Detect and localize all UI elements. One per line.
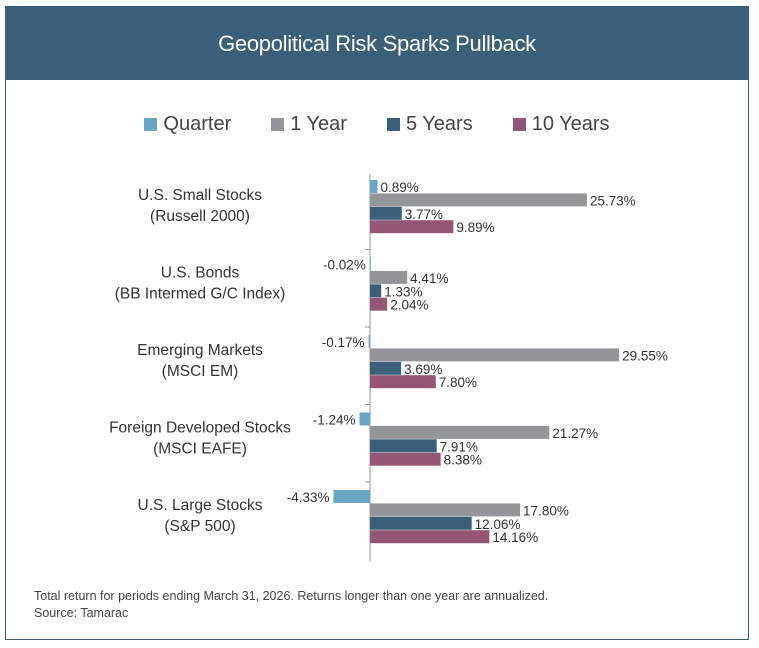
legend-item-1-year: 1 Year bbox=[271, 113, 347, 136]
bar-5-years bbox=[370, 439, 437, 453]
legend-swatch bbox=[271, 118, 285, 131]
legend-item-5-years: 5 Years bbox=[386, 113, 473, 136]
legend: Quarter 1 Year 5 Years 10 Years bbox=[6, 113, 748, 136]
legend-swatch bbox=[512, 118, 526, 131]
data-label: 4.41% bbox=[410, 271, 448, 286]
bar-10-years bbox=[370, 452, 441, 466]
bar-5-years bbox=[370, 284, 382, 298]
bar-5-years bbox=[370, 516, 472, 530]
bar-5-years bbox=[370, 361, 402, 375]
data-label: 7.91% bbox=[440, 439, 478, 454]
footer-note: Total return for periods ending March 31… bbox=[34, 589, 549, 603]
data-label: 0.89% bbox=[381, 180, 419, 195]
data-label: 25.73% bbox=[590, 193, 636, 208]
category-label: U.S. Large Stocks (S&P 500) bbox=[138, 497, 263, 535]
data-label: 14.16% bbox=[492, 530, 538, 545]
bar-10-years bbox=[370, 220, 454, 234]
data-label: -0.17% bbox=[322, 335, 365, 350]
bar-5-years bbox=[370, 206, 402, 220]
category-label: U.S. Bonds (BB Intermed G/C Index) bbox=[115, 265, 286, 303]
footer-source: Source: Tamarac bbox=[34, 606, 129, 620]
category-label: Foreign Developed Stocks (MSCI EAFE) bbox=[109, 420, 291, 458]
bar-quarter bbox=[370, 180, 378, 193]
bar-1-year bbox=[370, 193, 587, 207]
chart-header: Geopolitical Risk Sparks Pullback bbox=[6, 7, 748, 80]
legend-swatch bbox=[386, 118, 400, 131]
bar-1-year bbox=[370, 270, 408, 284]
bar-quarter bbox=[359, 412, 370, 426]
chart-footer: Total return for periods ending March 31… bbox=[34, 588, 548, 622]
category-label: Emerging Markets (MSCI EM) bbox=[137, 342, 263, 380]
chart-title: Geopolitical Risk Sparks Pullback bbox=[218, 30, 536, 56]
bar-10-years bbox=[370, 375, 436, 389]
data-label: -0.02% bbox=[323, 258, 366, 273]
bar-10-years bbox=[370, 530, 490, 544]
data-label: 3.69% bbox=[404, 362, 442, 377]
bar-quarter bbox=[368, 335, 370, 348]
data-label: -4.33% bbox=[287, 490, 330, 505]
data-label: 3.77% bbox=[405, 207, 443, 222]
data-label: 8.38% bbox=[444, 453, 482, 468]
data-label: 9.89% bbox=[456, 220, 494, 235]
legend-swatch bbox=[144, 118, 158, 131]
bar-1-year bbox=[370, 503, 521, 517]
bar-quarter bbox=[369, 257, 371, 271]
bar-1-year bbox=[370, 425, 550, 439]
data-label: 12.06% bbox=[475, 517, 521, 532]
data-label: 17.80% bbox=[523, 503, 569, 518]
data-label: -1.24% bbox=[313, 413, 356, 428]
data-label: 2.04% bbox=[390, 298, 428, 313]
data-label: 1.33% bbox=[384, 284, 422, 299]
bar-10-years bbox=[370, 297, 388, 311]
bar-1-year bbox=[370, 348, 620, 362]
data-label: 29.55% bbox=[622, 348, 668, 363]
category-label: U.S. Small Stocks (Russell 2000) bbox=[138, 187, 262, 225]
legend-item-10-years: 10 Years bbox=[512, 113, 610, 136]
data-label: 7.80% bbox=[439, 375, 477, 390]
legend-item-quarter: Quarter bbox=[144, 113, 231, 136]
data-label: 21.27% bbox=[552, 426, 598, 441]
bar-quarter bbox=[333, 490, 370, 503]
